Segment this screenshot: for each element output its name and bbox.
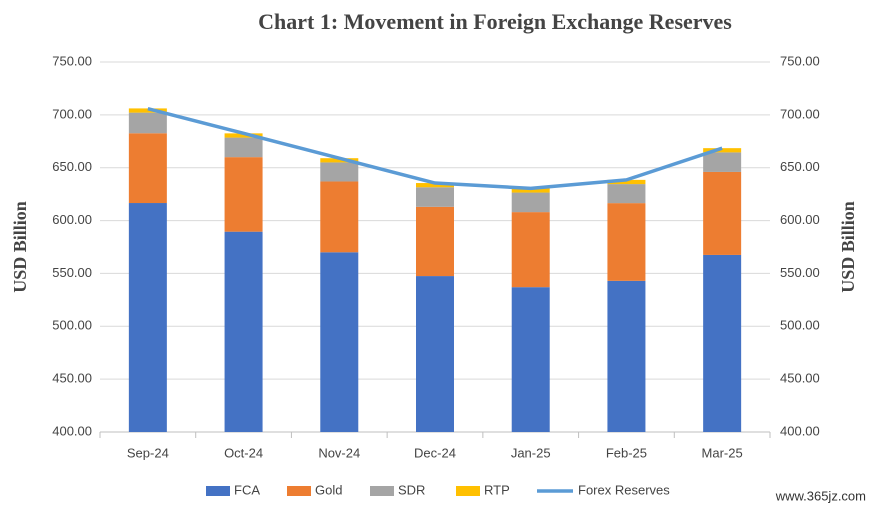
bar-segment <box>224 133 263 138</box>
bar-segment <box>128 133 167 204</box>
bar-segment <box>511 212 550 288</box>
y-tick-label: 600.00 <box>52 212 92 227</box>
legend-swatch <box>206 486 230 496</box>
y-tick-label: 500.00 <box>52 318 92 333</box>
y2-tick-label: 550.00 <box>780 265 820 280</box>
bar-segment <box>416 206 454 277</box>
legend-swatch <box>456 486 480 496</box>
legend-label: Forex Reserves <box>578 482 670 497</box>
x-tick-label: Sep-24 <box>127 445 169 460</box>
bar-segment <box>607 184 646 204</box>
x-tick-label: Nov-24 <box>318 445 360 460</box>
bar-segment <box>703 171 742 255</box>
bar-segment <box>703 148 742 153</box>
y-tick-label: 450.00 <box>52 371 92 386</box>
line-series <box>147 107 723 191</box>
y2-tick-label: 650.00 <box>780 159 820 174</box>
bar-segment <box>511 192 550 213</box>
legend-label: SDR <box>398 482 425 497</box>
x-tick-label: Oct-24 <box>224 445 263 460</box>
y2-tick-label: 600.00 <box>780 212 820 227</box>
y-tick-label: 650.00 <box>52 159 92 174</box>
legend-swatch <box>287 486 311 496</box>
y2-tick-label: 400.00 <box>780 423 820 438</box>
bar-segment <box>416 183 454 188</box>
legend-swatch <box>370 486 394 496</box>
bar-segment <box>511 188 550 193</box>
legend-label: Gold <box>315 482 342 497</box>
y2-tick-label: 750.00 <box>780 53 820 68</box>
bar-segment <box>320 158 359 163</box>
y-tick-label: 700.00 <box>52 106 92 121</box>
y2-tick-label: 450.00 <box>780 371 820 386</box>
bar-segment <box>703 152 742 172</box>
bar-segment <box>607 179 646 185</box>
y2-tick-label: 700.00 <box>780 106 820 121</box>
bar-segment <box>416 276 454 432</box>
legend-label: RTP <box>484 482 510 497</box>
bar-segment <box>320 252 359 432</box>
x-tick-label: Dec-24 <box>414 445 456 460</box>
bar-segment <box>416 187 454 207</box>
y-tick-label: 750.00 <box>52 53 92 68</box>
legend-label: FCA <box>234 482 260 497</box>
bar-segment <box>224 137 263 158</box>
bar-segment <box>224 231 263 432</box>
watermark: www.365jz.com <box>775 488 866 503</box>
bar-segment <box>703 254 742 432</box>
bar-segment <box>320 181 359 253</box>
chart-title: Chart 1: Movement in Foreign Exchange Re… <box>258 9 732 34</box>
bar-segment <box>224 157 263 232</box>
y-tick-label: 550.00 <box>52 265 92 280</box>
x-tick-label: Jan-25 <box>511 445 551 460</box>
bar-segment <box>320 162 359 182</box>
y-axis-label: USD Billion <box>10 201 30 293</box>
bar-segment <box>128 112 167 134</box>
bar-segment <box>607 280 646 432</box>
bar-segment <box>128 203 167 432</box>
y2-tick-label: 500.00 <box>780 318 820 333</box>
y2-axis-label: USD Billion <box>838 201 858 293</box>
x-tick-label: Mar-25 <box>702 445 743 460</box>
bar-segment <box>511 287 550 432</box>
bar-segment <box>607 203 646 281</box>
x-tick-label: Feb-25 <box>606 445 647 460</box>
y-tick-label: 400.00 <box>52 423 92 438</box>
